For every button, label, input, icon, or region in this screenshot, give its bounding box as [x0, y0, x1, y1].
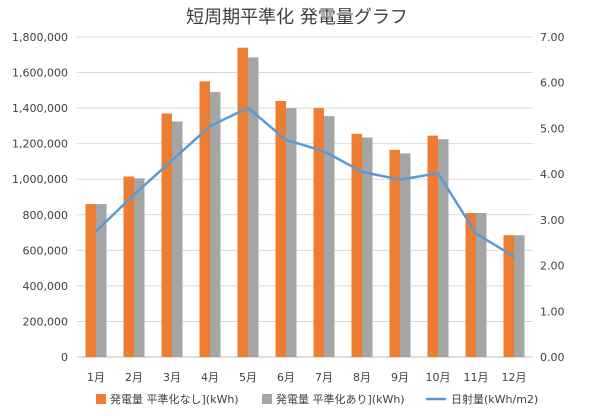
legend-label: 発電量 平準化なし](kWh) — [110, 392, 239, 406]
x-axis-tick-label: 10月 — [426, 371, 451, 384]
bar-unleveled — [427, 135, 438, 357]
bar-leveled — [172, 121, 183, 357]
legend-entry-unleveled: 発電量 平準化なし](kWh) — [96, 392, 239, 406]
right-axis-tick-label: 4.00 — [540, 168, 565, 181]
x-axis-tick-label: 5月 — [239, 371, 257, 384]
bar-unleveled — [123, 176, 134, 357]
bar-leveled — [400, 153, 411, 357]
bar-unleveled — [85, 204, 96, 357]
bar-leveled — [210, 92, 221, 357]
bar-unleveled — [389, 149, 400, 357]
bar-unleveled — [465, 213, 476, 357]
x-axis-tick-label: 8月 — [353, 371, 371, 384]
bar-leveled — [476, 213, 487, 357]
grid-layer — [77, 36, 533, 358]
bar-unleveled — [351, 133, 362, 357]
left-axis-tick-label: 1,000,000 — [12, 173, 68, 186]
bar-leveled — [248, 57, 259, 357]
left-axis-tick-label: 600,000 — [23, 244, 69, 257]
left-axis-tick-label: 1,400,000 — [12, 102, 68, 115]
x-axis-tick-label: 7月 — [315, 371, 333, 384]
bar-leveled — [96, 204, 107, 357]
right-axis-tick-label: 6.00 — [540, 77, 565, 90]
bar-leveled — [438, 139, 449, 357]
x-axis-tick-label: 12月 — [502, 371, 527, 384]
x-axis-tick-label: 11月 — [464, 371, 489, 384]
legend-swatch — [262, 394, 272, 404]
legend-entry-leveled: 発電量 平準化あり](kWh) — [262, 392, 405, 406]
bar-leveled — [362, 137, 373, 357]
bar-unleveled — [161, 113, 172, 357]
right-axis-tick-label: 2.00 — [540, 260, 565, 273]
legend-label: 発電量 平準化あり](kWh) — [276, 392, 405, 406]
x-axis-tick-label: 4月 — [201, 371, 219, 384]
line-layer — [94, 106, 516, 258]
legend: 発電量 平準化なし](kWh) 発電量 平準化あり](kWh) 日射量(kWh/m2… — [96, 392, 538, 406]
right-axis-tick-label: 3.00 — [540, 214, 565, 227]
left-axis-ticks: 0 200,000 400,000 600,000 800,000 1,000,000 1,… — [12, 31, 68, 364]
bar-unleveled — [237, 47, 248, 358]
bar-leveled — [324, 116, 335, 357]
x-axis-tick-label: 6月 — [277, 371, 295, 384]
right-axis-tick-label: 1.00 — [540, 305, 565, 318]
right-axis-ticks: 0.00 1.00 2.00 3.00 4.00 5.00 6.00 7.00 — [540, 31, 565, 364]
left-axis-tick-label: 1,200,000 — [12, 138, 68, 151]
bar-unleveled — [313, 108, 324, 357]
x-axis-tick-label: 1月 — [87, 371, 105, 384]
left-axis-tick-label: 400,000 — [23, 280, 69, 293]
bar-unleveled — [503, 235, 514, 357]
bar-leveled — [514, 235, 525, 357]
bar-unleveled — [275, 101, 286, 357]
x-axis-tick-label: 9月 — [391, 371, 409, 384]
insolation-line — [94, 106, 516, 258]
left-axis-tick-label: 1,600,000 — [12, 67, 68, 80]
right-axis-tick-label: 5.00 — [540, 122, 565, 135]
chart-title: 短周期平準化 発電量グラフ — [186, 7, 408, 28]
left-axis-tick-label: 200,000 — [23, 315, 69, 328]
bars-layer — [85, 47, 525, 358]
right-axis-tick-label: 7.00 — [540, 31, 565, 44]
x-axis-tick-label: 2月 — [125, 371, 143, 384]
right-axis-tick-label: 0.00 — [540, 351, 565, 364]
x-axis-tick-label: 3月 — [163, 371, 181, 384]
left-axis-tick-label: 0 — [61, 351, 68, 364]
bar-leveled — [286, 108, 297, 357]
left-axis-tick-label: 800,000 — [23, 209, 69, 222]
legend-swatch — [96, 394, 106, 404]
legend-label: 日射量(kWh/m2) — [451, 392, 538, 406]
left-axis-tick-label: 1,800,000 — [12, 31, 68, 44]
bar-leveled — [134, 178, 145, 357]
bar-unleveled — [199, 81, 210, 357]
x-axis-ticks: 1月 2月 3月 4月 5月 6月 7月 8月 9月 10月 11月 12月 — [87, 371, 527, 384]
legend-entry-insolation: 日射量(kWh/m2) — [426, 392, 538, 406]
